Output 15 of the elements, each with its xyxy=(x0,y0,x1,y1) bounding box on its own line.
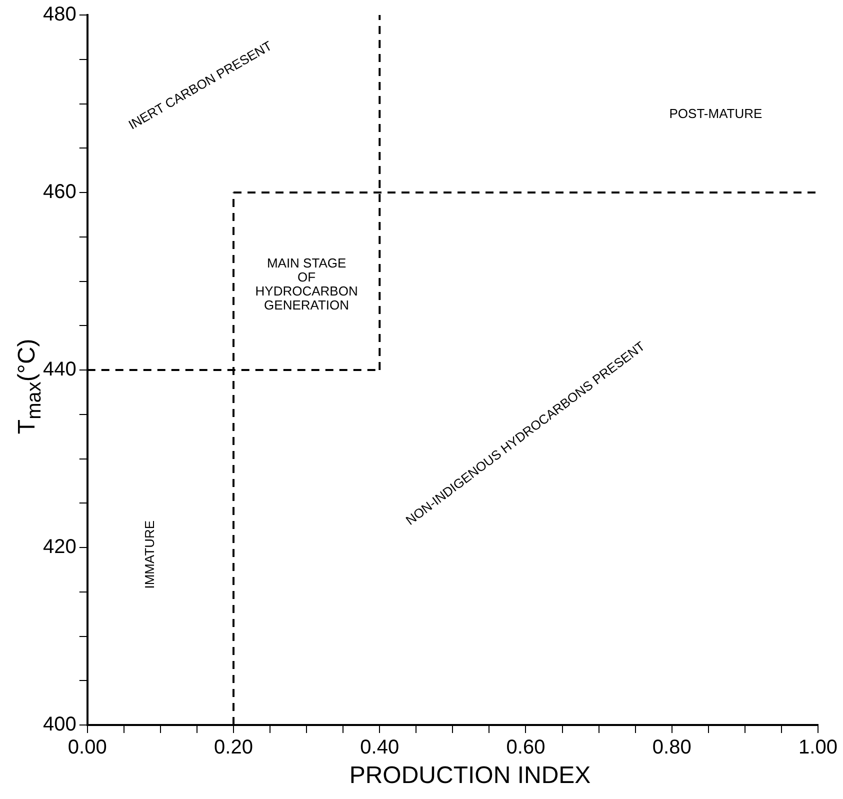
x-tick-label: 1.00 xyxy=(798,736,838,759)
y-tick-label: 440 xyxy=(42,358,76,381)
annotation: IMMATURE xyxy=(142,520,157,589)
x-tick-label: 0.00 xyxy=(68,736,107,759)
x-tick-label: 0.40 xyxy=(360,736,400,759)
x-axis-title: PRODUCTION INDEX xyxy=(348,762,592,790)
annotation: POST-MATURE xyxy=(669,106,762,121)
y-tick-label: 400 xyxy=(42,714,76,736)
y-tick-label: 480 xyxy=(42,4,76,26)
x-tick-label: 0.60 xyxy=(506,736,546,759)
y-tick-label: 460 xyxy=(42,181,76,204)
y-tick-label: 420 xyxy=(42,536,76,558)
x-tick-label: 0.80 xyxy=(652,736,692,759)
annotation: MAIN STAGE OF HYDROCARBON GENERATION xyxy=(255,255,358,312)
x-tick-label: 0.20 xyxy=(214,736,253,759)
